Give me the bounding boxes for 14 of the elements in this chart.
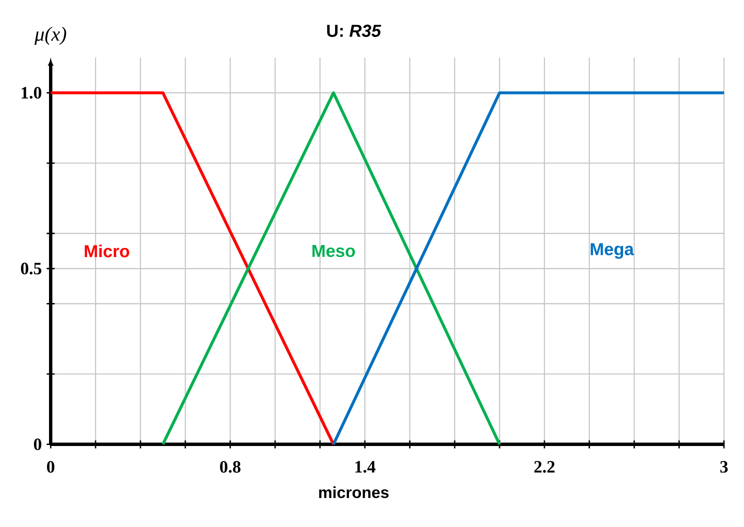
x-tick-label: 2.2 (534, 461, 555, 473)
y-tick-label: 0.5 (20, 262, 42, 274)
text: Micro (84, 244, 130, 258)
y-tick-label: 0 (34, 438, 42, 450)
y-tick-label: 1.0 (22, 86, 42, 99)
text: Mega (590, 243, 634, 259)
x-tick-label: 0 (47, 461, 54, 473)
chart-title: U: R35 (327, 24, 382, 37)
x-tick-label: 0.8 (220, 461, 240, 473)
x-tick-label: 3 (720, 461, 728, 473)
y-axis-title: μ(x) (34, 26, 66, 45)
text: Meso (312, 244, 355, 258)
x-tick-label: 1.4 (355, 461, 376, 473)
x-axis-title: micrones (319, 486, 389, 498)
